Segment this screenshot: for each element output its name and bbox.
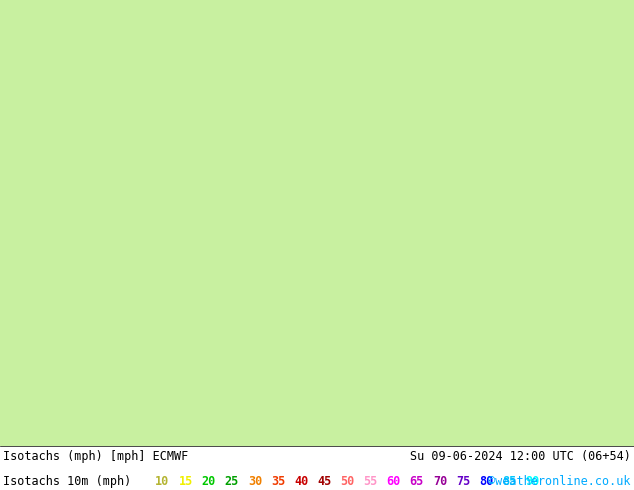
Text: 80: 80 [479, 475, 493, 488]
Text: 20: 20 [202, 475, 216, 488]
Text: 85: 85 [502, 475, 517, 488]
Text: ©weatheronline.co.uk: ©weatheronline.co.uk [488, 475, 631, 488]
Text: 45: 45 [317, 475, 332, 488]
Text: 25: 25 [224, 475, 239, 488]
Text: 35: 35 [271, 475, 285, 488]
Text: 90: 90 [526, 475, 540, 488]
Text: 40: 40 [294, 475, 308, 488]
Text: Isotachs 10m (mph): Isotachs 10m (mph) [3, 475, 131, 488]
Text: 70: 70 [433, 475, 447, 488]
Text: Su 09-06-2024 12:00 UTC (06+54): Su 09-06-2024 12:00 UTC (06+54) [410, 450, 631, 464]
Text: 50: 50 [340, 475, 354, 488]
Text: 30: 30 [248, 475, 262, 488]
Text: 10: 10 [155, 475, 169, 488]
Text: 15: 15 [178, 475, 193, 488]
Text: 75: 75 [456, 475, 470, 488]
Text: 65: 65 [410, 475, 424, 488]
Text: Isotachs (mph) [mph] ECMWF: Isotachs (mph) [mph] ECMWF [3, 450, 188, 464]
Text: 55: 55 [363, 475, 378, 488]
Text: 60: 60 [387, 475, 401, 488]
